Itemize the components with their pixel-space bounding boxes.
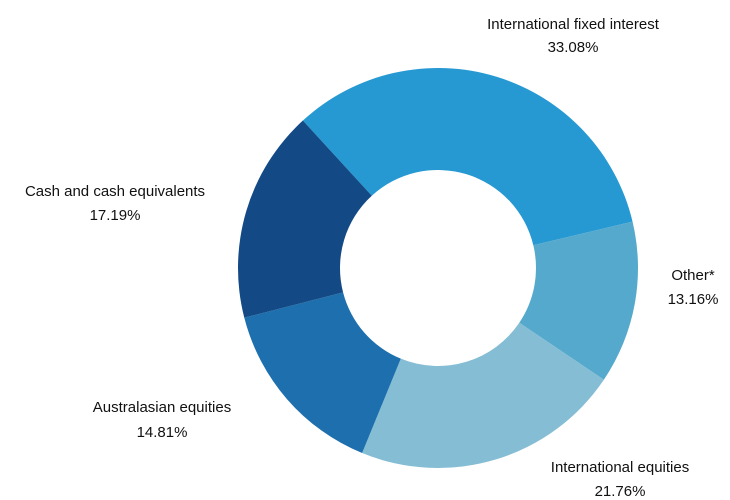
slice-value-label: 21.76% — [595, 483, 646, 500]
donut-slice — [519, 221, 638, 380]
donut-slice — [362, 322, 604, 468]
donut-slice — [302, 67, 633, 246]
slice-label: International fixed interest — [487, 16, 660, 33]
slice-label: Cash and cash equivalents — [25, 183, 205, 200]
slice-value-label: 17.19% — [90, 207, 141, 224]
slice-label: International equities — [551, 459, 689, 476]
donut-slice — [238, 120, 372, 318]
slice-value-label: 14.81% — [137, 424, 188, 441]
slice-label: Other* — [671, 267, 715, 284]
donut-slice — [244, 292, 401, 454]
slice-label: Australasian equities — [93, 399, 231, 416]
slice-value-label: 13.16% — [668, 291, 719, 308]
slice-value-label: 33.08% — [548, 39, 599, 56]
